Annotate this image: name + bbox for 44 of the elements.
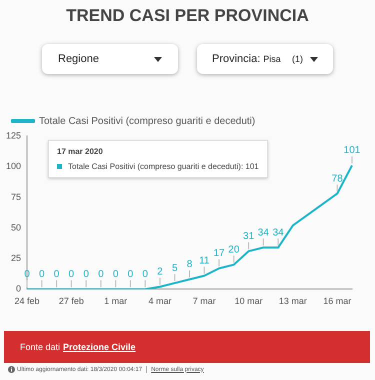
text: Pisa [263, 54, 281, 64]
chart-title: TREND CASI PER PROVINCIA [65, 6, 310, 26]
text: Regione [58, 53, 99, 65]
text: (1) [292, 54, 303, 64]
x-tick-label: 7 mar [192, 296, 216, 306]
data-label: 11 [199, 255, 210, 266]
data-label: 0 [98, 268, 104, 280]
x-tick-label: 1 mar [104, 296, 128, 306]
y-tick-label: 50 [11, 222, 22, 232]
data-label: 0 [83, 268, 90, 280]
data-label: 17 [213, 248, 226, 260]
data-label: 31 [243, 230, 255, 242]
data-label: 8 [186, 259, 193, 270]
y-tick-label: 125 [6, 130, 22, 140]
data-label: 34 [258, 227, 270, 238]
data-label: 34 [272, 227, 284, 238]
y-tick-label: 25 [11, 253, 22, 264]
y-tick-label: 100 [6, 161, 22, 172]
x-tick-label: 13 mar [278, 296, 307, 306]
x-tick-label: 27 feb [58, 296, 84, 306]
data-label: 0 [24, 268, 30, 280]
x-tick-label: 10 mar [234, 296, 263, 306]
annotation: 17 mar 2020 [57, 147, 104, 156]
data-label: 0 [128, 268, 134, 280]
text: Provincia: [212, 53, 260, 65]
data-label: 78 [332, 173, 344, 184]
annotation: Totale Casi Positivi (compreso guariti e deceduti): 101 [68, 162, 259, 171]
x-tick-label: 24 feb [14, 296, 40, 306]
data-label: 5 [172, 262, 178, 274]
x-tick-label: 16 mar [323, 296, 352, 306]
data-label: 101 [344, 145, 361, 156]
data-label: 20 [228, 244, 240, 256]
x-tick-label: 4 mar [148, 296, 172, 306]
y-tick-label: 0 [16, 284, 22, 294]
source-note: Fonte dati [20, 342, 60, 352]
data-label: 0 [142, 268, 148, 280]
legend-label: Totale Casi Positivi (compreso guariti e deceduti) [39, 116, 256, 127]
y-tick-label: 75 [11, 192, 22, 202]
data-label: 2 [157, 266, 164, 278]
data-label: 0 [39, 268, 46, 280]
data-label: 0 [112, 268, 119, 280]
data-label: 0 [54, 268, 60, 280]
text: Protezione Civile [63, 342, 136, 352]
data-label: 0 [68, 268, 75, 280]
